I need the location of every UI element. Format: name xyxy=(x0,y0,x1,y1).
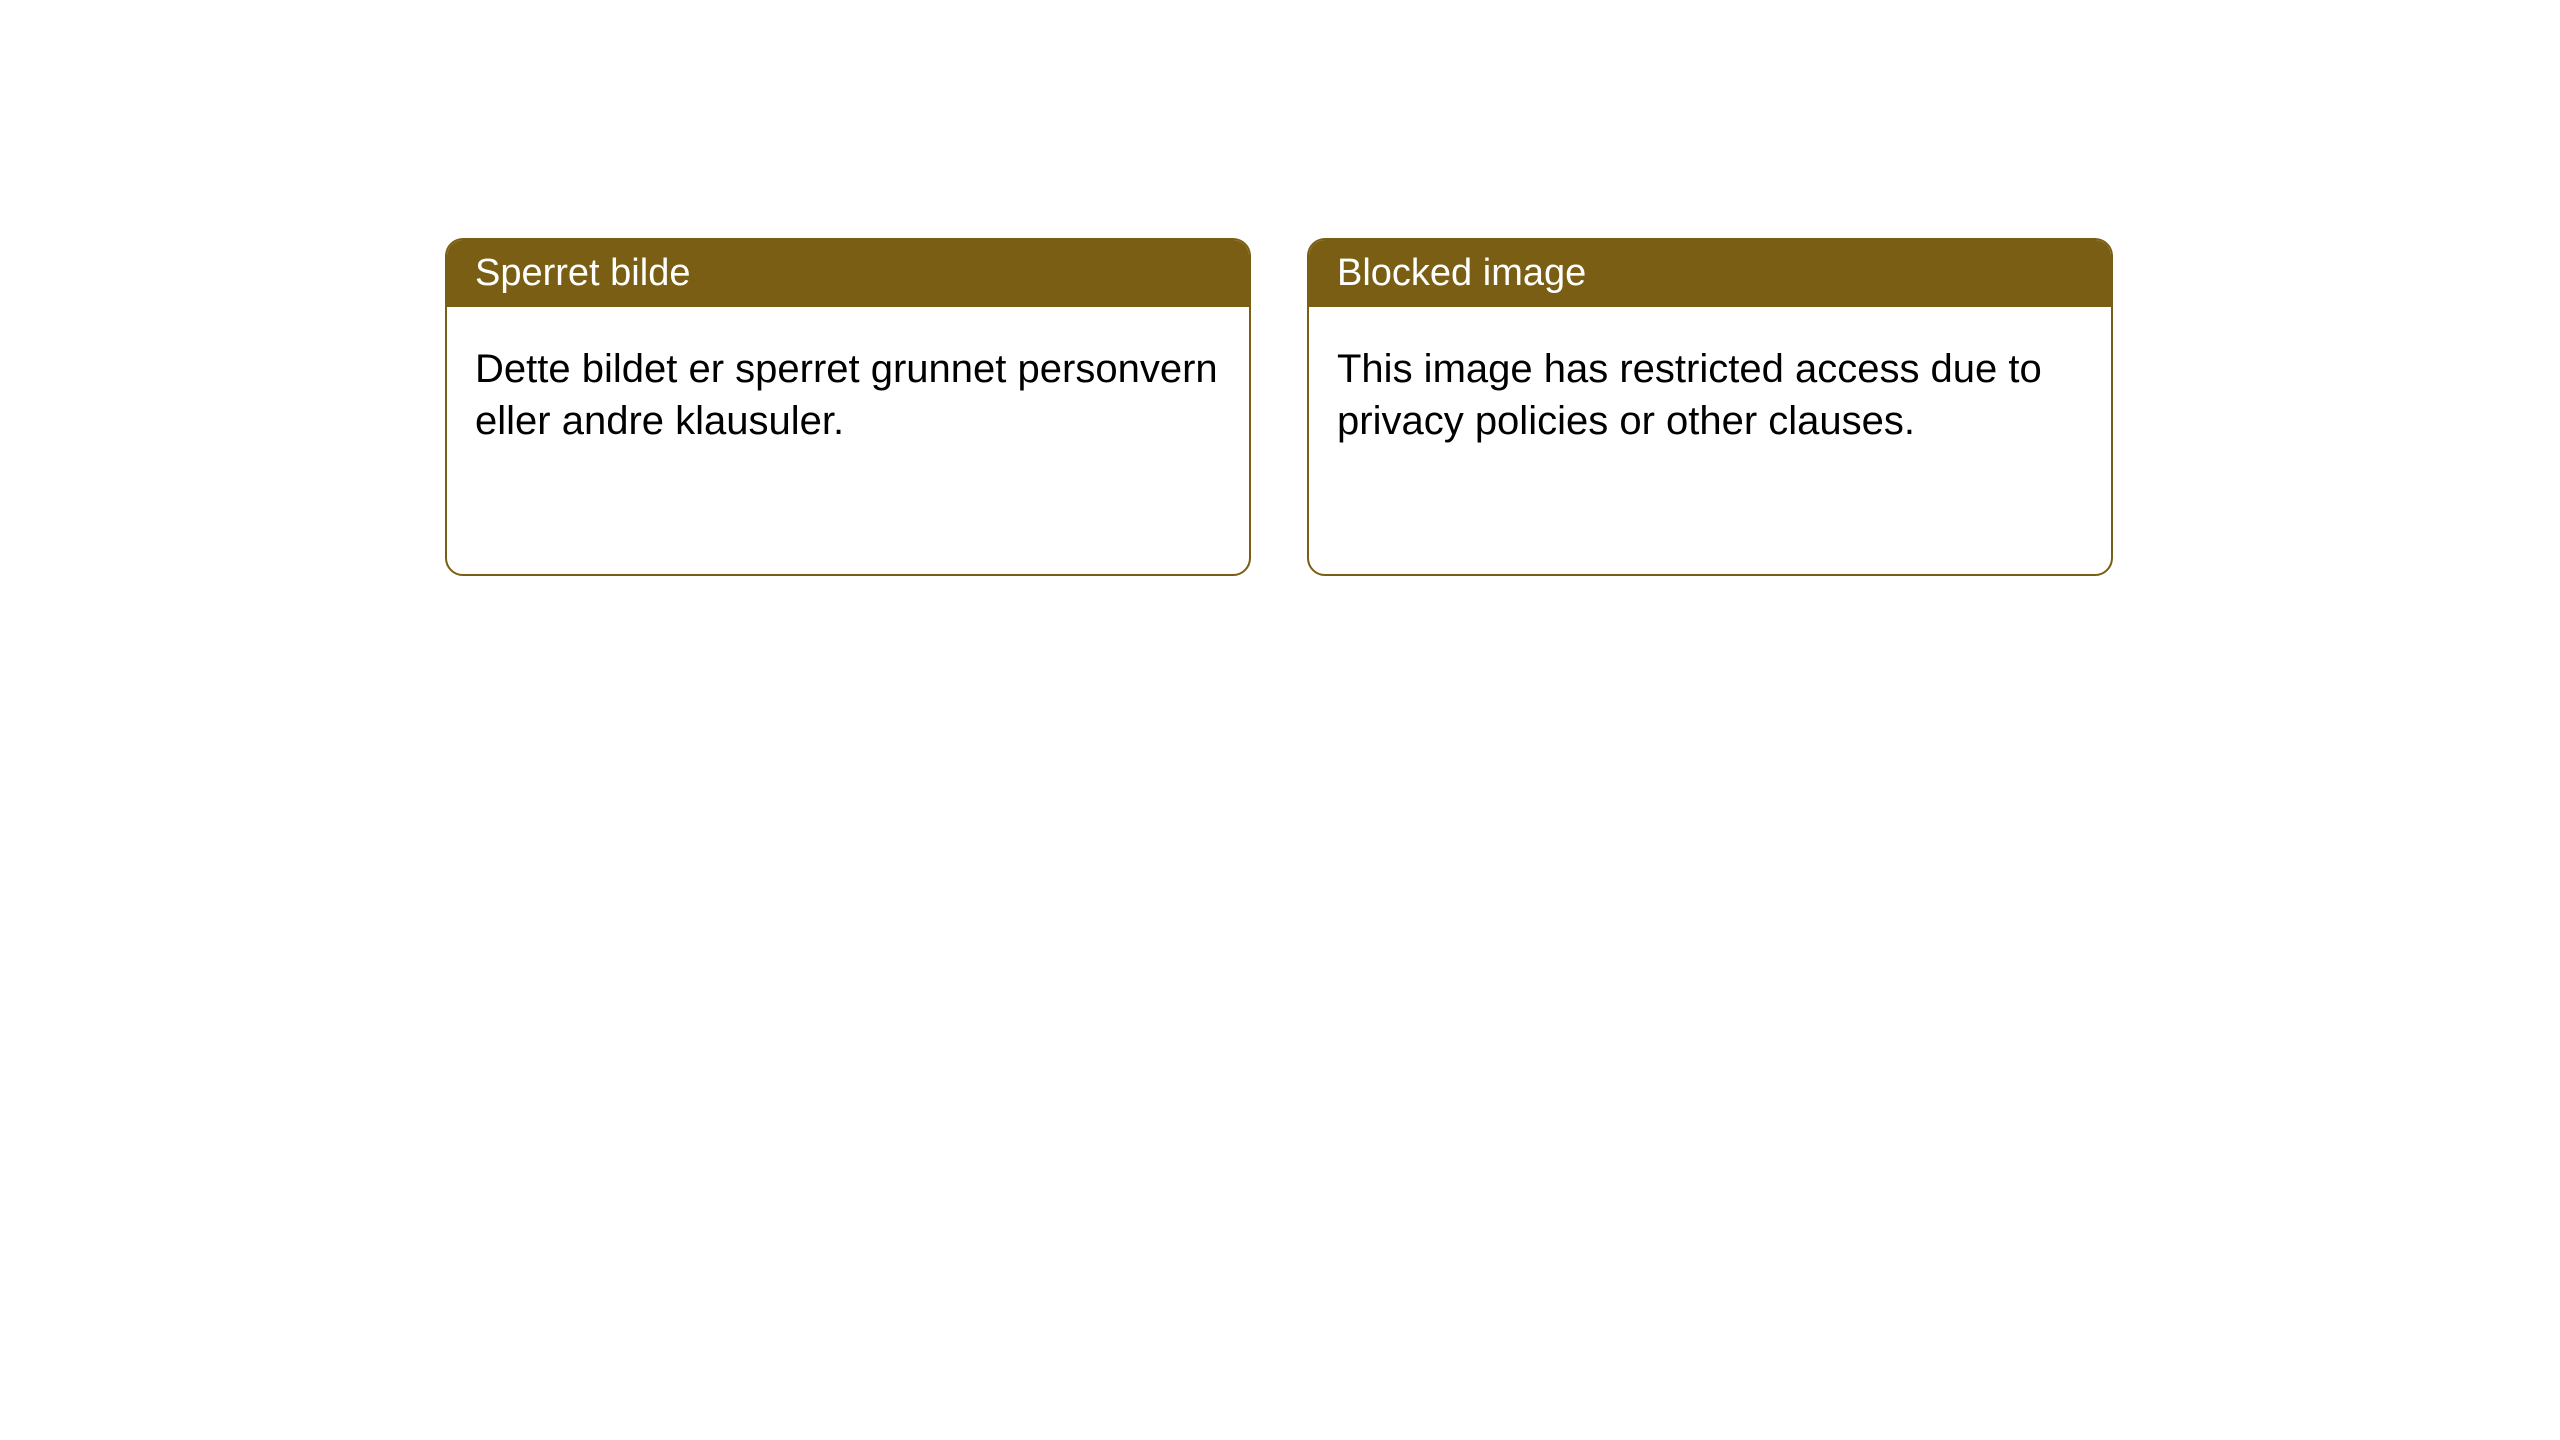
notice-title: Sperret bilde xyxy=(475,252,690,294)
notice-container: Sperret bilde Dette bildet er sperret gr… xyxy=(445,238,2113,576)
notice-header: Blocked image xyxy=(1309,240,2111,307)
notice-text: Dette bildet er sperret grunnet personve… xyxy=(475,347,1218,443)
notice-card-english: Blocked image This image has restricted … xyxy=(1307,238,2113,576)
notice-header: Sperret bilde xyxy=(447,240,1249,307)
notice-title: Blocked image xyxy=(1337,252,1586,294)
notice-body: Dette bildet er sperret grunnet personve… xyxy=(447,307,1249,483)
notice-card-norwegian: Sperret bilde Dette bildet er sperret gr… xyxy=(445,238,1251,576)
notice-body: This image has restricted access due to … xyxy=(1309,307,2111,483)
notice-text: This image has restricted access due to … xyxy=(1337,347,2042,443)
